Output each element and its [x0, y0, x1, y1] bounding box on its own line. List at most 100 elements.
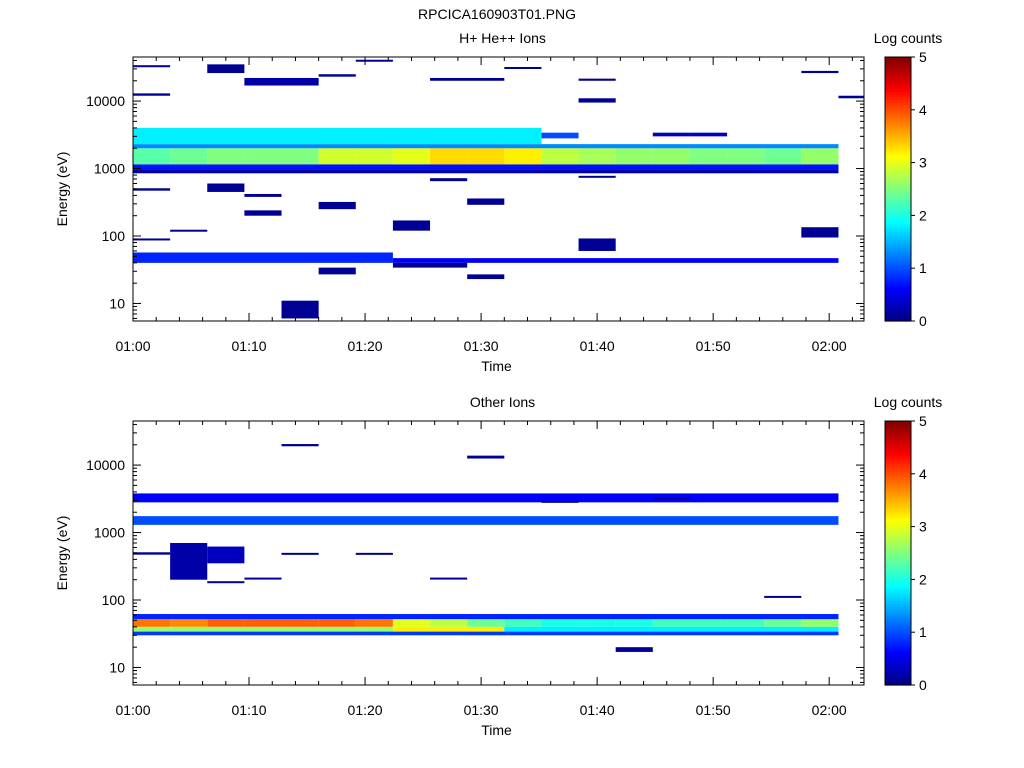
heatmap-cell-27 [467, 455, 505, 459]
heatmap-cell-37 [430, 577, 468, 580]
heatmap-cell-13 [615, 619, 653, 627]
heatmap-cell-9 [467, 148, 505, 165]
heatmap-cell-37 [578, 98, 616, 103]
colorbar-step [885, 471, 911, 475]
colorbar-step [885, 141, 911, 145]
colorbar-step [885, 619, 911, 623]
heatmap-cell-56 [578, 175, 616, 178]
colorbar-step [885, 91, 911, 95]
colorbar-step [885, 117, 911, 121]
colorbar-step [885, 452, 911, 456]
colorbar-step [885, 439, 911, 443]
colorbar-step [885, 592, 911, 596]
colorbar-step [885, 629, 911, 633]
colorbar-step [885, 531, 911, 536]
heatmap-cell-8 [430, 148, 468, 165]
heatmap-cell-24 [133, 516, 839, 525]
colorbar-step [885, 202, 911, 206]
colorbar-step [885, 553, 911, 557]
colorbar-step [885, 518, 911, 522]
heatmap-cell-53 [578, 238, 616, 251]
colorbar-step [885, 523, 911, 528]
x-tick-label: 01:00 [115, 338, 150, 354]
heatmap-cell-20 [392, 626, 505, 632]
colorbar-step [885, 669, 911, 673]
colorbar-step [885, 571, 911, 575]
heatmap-cell-35 [430, 77, 505, 81]
colorbar-step [885, 587, 911, 591]
colorbar-label: Log counts [874, 394, 943, 410]
colorbar-step [885, 241, 911, 246]
heatmap-cell-2 [207, 148, 245, 165]
x-axis: 01:00 01:10 01:20 01:30 01:40 01:50 02:00 [115, 421, 853, 718]
heatmap-cell-26 [281, 300, 319, 319]
heatmap-cell-5 [318, 619, 356, 627]
colorbar-step [885, 616, 911, 620]
y-tick-label: 10000 [86, 457, 125, 473]
heatmap-cell-23 [133, 614, 839, 620]
colorbar-step [885, 281, 911, 285]
heatmap-cell-18 [801, 148, 839, 165]
colorbar-step [885, 513, 911, 517]
heatmap-cell-34 [355, 59, 393, 62]
y-tick-label: 1000 [94, 525, 125, 541]
colorbar-step [885, 468, 911, 472]
colorbar-step [885, 492, 911, 496]
colorbar-step [885, 101, 911, 106]
colorbar-tick-label: 4 [919, 102, 927, 118]
colorbar-step [885, 550, 911, 554]
heatmap-cell-7 [392, 148, 431, 165]
heatmap-cell-22 [133, 164, 839, 171]
colorbar-step [885, 291, 911, 296]
colorbar-step [885, 107, 911, 111]
heatmap-cell-32 [207, 546, 245, 564]
colorbar-step [885, 479, 911, 483]
colorbar-step [885, 484, 911, 488]
heatmap-cell-29 [467, 274, 505, 280]
x-tick-label: 02:00 [812, 338, 847, 354]
colorbar-tick-label: 0 [919, 677, 927, 693]
x-tick-label: 02:00 [812, 702, 847, 718]
colorbar-step [885, 78, 911, 82]
colorbar-step [885, 547, 911, 551]
colorbar-step [885, 218, 911, 222]
colorbar-step [885, 173, 911, 177]
heatmap-cell-17 [764, 148, 802, 165]
heatmap-cell-39 [133, 93, 171, 96]
heatmap-cell-41 [801, 70, 839, 74]
heatmap-cell-13 [615, 148, 653, 165]
heatmap-cell-34 [244, 577, 282, 580]
colorbar-step [885, 236, 911, 240]
heatmap-cell-11 [541, 148, 579, 165]
colorbar-step [885, 634, 911, 639]
colorbar-step [885, 86, 911, 90]
heatmap-cell-40 [838, 95, 864, 99]
colorbar-step [885, 436, 911, 441]
colorbar-step [885, 265, 911, 269]
colorbar-frame [884, 56, 912, 322]
colorbar-step [885, 191, 911, 195]
colorbar-step [885, 278, 911, 282]
colorbar-step [885, 555, 911, 559]
heatmap-cell-33 [207, 581, 245, 584]
colorbar-step [885, 247, 911, 251]
heatmap-cell-54 [801, 227, 839, 238]
heatmap-cells [133, 444, 839, 652]
colorbar-step [885, 313, 911, 317]
heatmap-cell-42 [652, 132, 690, 137]
colorbar-step [885, 225, 911, 230]
heatmap-cell-22 [133, 631, 839, 636]
y-axis: 10 100 1000 10000 [86, 59, 864, 319]
colorbar-step [885, 249, 911, 253]
heatmap-cell-55 [430, 178, 468, 182]
heatmap-cell-23 [133, 170, 839, 174]
y-tick-label: 100 [102, 592, 126, 608]
colorbar-step [885, 125, 911, 129]
colorbar-step [885, 666, 911, 670]
colorbar-step [885, 661, 911, 665]
heatmap-cell-25 [392, 258, 839, 263]
heatmap-cell-6 [355, 619, 393, 627]
heatmap-cell-31 [170, 542, 208, 580]
heatmap-cell-30 [133, 552, 171, 555]
